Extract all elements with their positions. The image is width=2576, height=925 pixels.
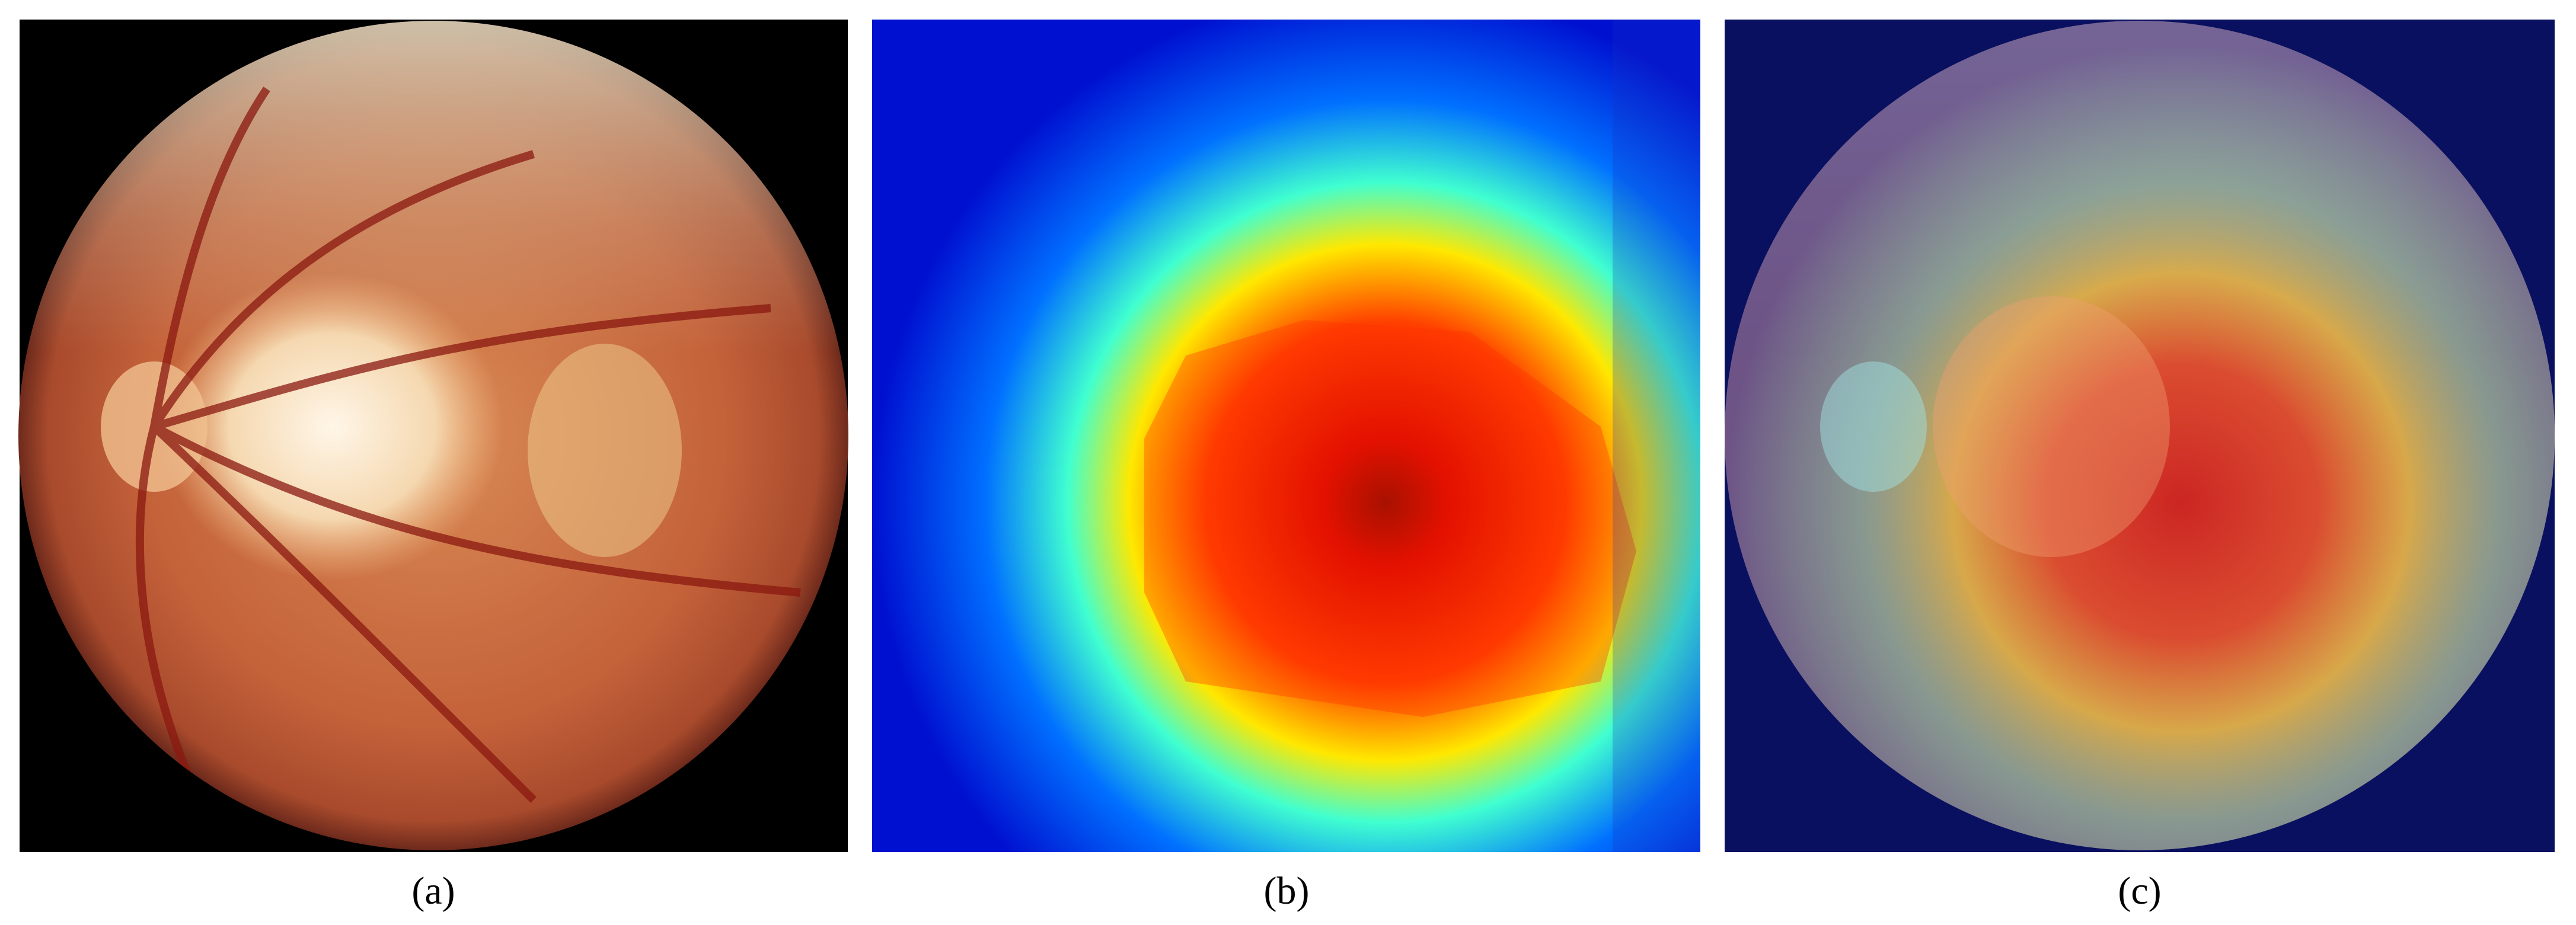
overlay-image <box>1725 20 2555 852</box>
panel-label: (a) <box>411 869 455 913</box>
heatmap-image <box>872 20 1700 852</box>
panel-label: (c) <box>2118 869 2161 913</box>
fundus-image <box>18 20 848 852</box>
panel-label: (b) <box>1264 869 1310 913</box>
